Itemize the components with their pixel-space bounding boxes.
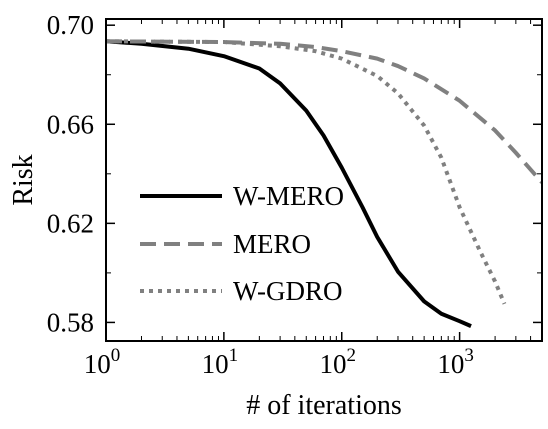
x-tick-label: 103 <box>437 345 474 379</box>
plot-frame <box>105 18 543 342</box>
x-tick-labels: 100 101 102 103 <box>84 345 474 379</box>
legend: W-MERO MERO W-GDRO <box>140 181 344 306</box>
x-tick-label: 102 <box>319 345 356 379</box>
series-line-w-gdro <box>106 39 507 305</box>
y-tick-label: 0.70 <box>47 10 94 40</box>
series-line-w-mero <box>106 39 472 328</box>
series-layer <box>106 39 542 328</box>
y-tick-label: 0.58 <box>47 307 94 337</box>
y-tick-label: 0.62 <box>47 208 94 238</box>
y-axis-title: Risk <box>8 154 39 205</box>
legend-label-mero: MERO <box>233 229 311 259</box>
x-tick-label: 101 <box>202 345 239 379</box>
legend-label-w-gdro: W-GDRO <box>233 276 343 306</box>
legend-label-w-mero: W-MERO <box>233 181 344 211</box>
x-tick-label: 100 <box>84 345 121 379</box>
tick-marks <box>105 19 543 341</box>
x-axis-title: # of iterations <box>246 390 402 421</box>
y-tick-labels: 0.58 0.62 0.66 0.70 <box>47 10 94 337</box>
y-tick-label: 0.66 <box>47 109 94 139</box>
series-line-mero <box>106 39 542 184</box>
